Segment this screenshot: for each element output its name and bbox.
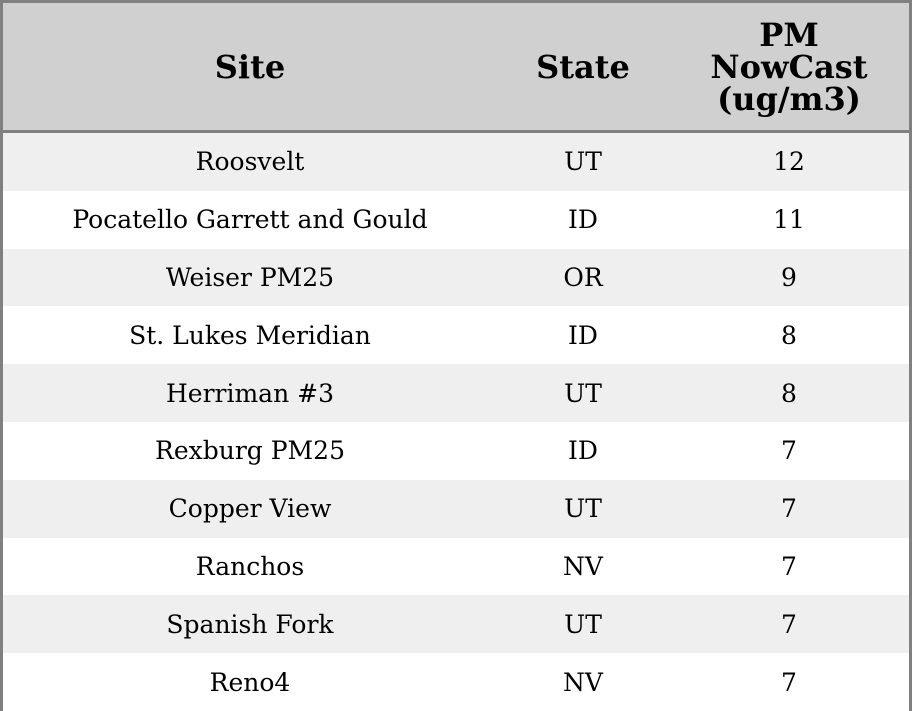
cell-state: ID: [568, 205, 598, 235]
table-row: St. Lukes Meridian ID 8: [3, 306, 909, 365]
cell-pm: 7: [781, 551, 797, 581]
table-row: Ranchos NV 7: [3, 537, 909, 596]
cell-pm: 12: [773, 147, 805, 177]
cell-pm: 8: [781, 378, 797, 408]
table-row: Copper View UT 7: [3, 479, 909, 538]
cell-state: ID: [568, 436, 598, 466]
cell-site: Weiser PM25: [165, 262, 335, 292]
table-row: Pocatello Garrett and Gould ID 11: [3, 190, 909, 249]
header-site: Site: [214, 47, 286, 86]
cell-state: ID: [568, 320, 598, 350]
cell-pm: 9: [781, 262, 797, 292]
cell-state: UT: [564, 609, 602, 639]
cell-site: Reno4: [209, 667, 291, 697]
table-header: Site State PM NowCast (ug/m3): [3, 3, 909, 133]
cell-site: Spanish Fork: [166, 609, 334, 639]
table-row: Rexburg PM25 ID 7: [3, 421, 909, 480]
cell-state: NV: [563, 551, 603, 581]
cell-pm: 8: [781, 320, 797, 350]
cell-site: Roosvelt: [195, 147, 305, 177]
cell-site: Herriman #3: [165, 378, 334, 408]
header-pm-nowcast: PM NowCast (ug/m3): [669, 3, 909, 130]
cell-pm: 7: [781, 494, 797, 524]
cell-site: Ranchos: [195, 551, 305, 581]
table-row: Spanish Fork UT 7: [3, 595, 909, 654]
table-row: Reno4 NV 7: [3, 653, 909, 711]
cell-pm: 11: [773, 205, 805, 235]
table-row: Herriman #3 UT 8: [3, 364, 909, 422]
cell-pm: 7: [781, 609, 797, 639]
table-row: Weiser PM25 OR 9: [3, 248, 909, 307]
table-row: Roosvelt UT 12: [3, 133, 909, 191]
cell-site: Pocatello Garrett and Gould: [72, 205, 428, 235]
cell-site: Copper View: [168, 494, 332, 524]
cell-state: UT: [564, 147, 602, 177]
cell-state: UT: [564, 494, 602, 524]
cell-pm: 7: [781, 436, 797, 466]
table-body: Roosvelt UT 12 Pocatello Garrett and Gould I…: [3, 133, 909, 711]
cell-site: Rexburg PM25: [155, 436, 345, 466]
header-pm-line1: PM: [759, 15, 819, 54]
cell-state: OR: [563, 262, 603, 292]
cell-state: NV: [563, 667, 603, 697]
cell-state: UT: [564, 378, 602, 408]
header-pm-line2: NowCast: [710, 47, 868, 86]
cell-pm: 7: [781, 667, 797, 697]
header-pm-line3: (ug/m3): [717, 79, 861, 118]
cell-site: St. Lukes Meridian: [129, 320, 371, 350]
header-state: State: [536, 47, 630, 86]
